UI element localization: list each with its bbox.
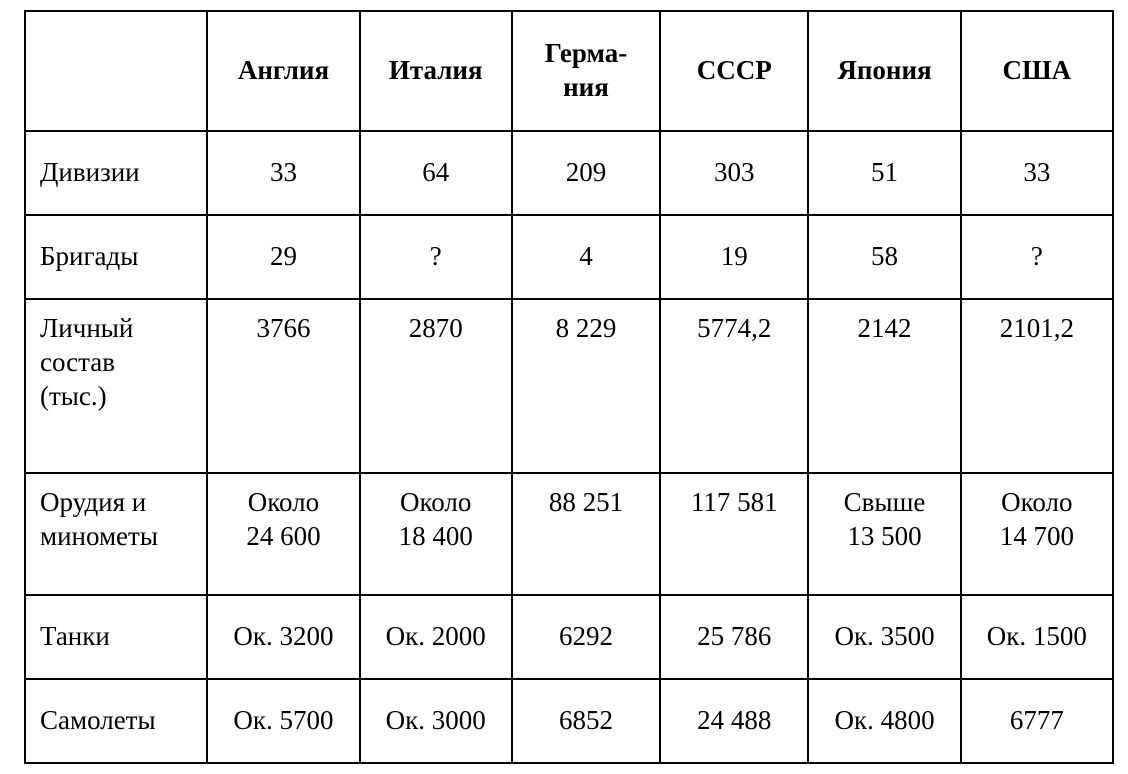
cell-artillery-italy: Около18 400 [360,473,512,595]
header-italy: Италия [360,11,512,131]
row-label-divisions: Дивизии [25,131,207,215]
cell-brigades-italy: ? [360,215,512,299]
cell-brigades-japan: 58 [808,215,960,299]
table-row: Дивизии 33 64 209 303 51 33 [25,131,1113,215]
header-empty [25,11,207,131]
table-row: Танки Ок. 3200 Ок. 2000 6292 25 786 Ок. … [25,595,1113,679]
cell-artillery-japan: Свыше13 500 [808,473,960,595]
cell-personnel-ussr: 5774,2 [660,299,808,473]
cell-artillery-usa: Около14 700 [961,473,1113,595]
header-ussr: СССР [660,11,808,131]
row-label-aircraft: Самолеты [25,679,207,763]
cell-tanks-japan: Ок. 3500 [808,595,960,679]
cell-personnel-italy: 2870 [360,299,512,473]
cell-brigades-ussr: 19 [660,215,808,299]
cell-personnel-japan: 2142 [808,299,960,473]
cell-aircraft-england: Ок. 5700 [207,679,359,763]
cell-divisions-usa: 33 [961,131,1113,215]
cell-personnel-germany: 8 229 [512,299,660,473]
military-table-container: Англия Италия Герма-ния СССР Япония США … [0,0,1128,774]
header-england: Англия [207,11,359,131]
header-usa: США [961,11,1113,131]
cell-tanks-italy: Ок. 2000 [360,595,512,679]
row-label-tanks: Танки [25,595,207,679]
cell-artillery-ussr: 117 581 [660,473,808,595]
cell-artillery-germany: 88 251 [512,473,660,595]
cell-artillery-england: Около24 600 [207,473,359,595]
cell-brigades-germany: 4 [512,215,660,299]
row-label-brigades: Бригады [25,215,207,299]
cell-tanks-ussr: 25 786 [660,595,808,679]
table-header-row: Англия Италия Герма-ния СССР Япония США [25,11,1113,131]
cell-tanks-germany: 6292 [512,595,660,679]
cell-personnel-usa: 2101,2 [961,299,1113,473]
cell-tanks-usa: Ок. 1500 [961,595,1113,679]
cell-aircraft-usa: 6777 [961,679,1113,763]
cell-tanks-england: Ок. 3200 [207,595,359,679]
cell-divisions-germany: 209 [512,131,660,215]
cell-divisions-england: 33 [207,131,359,215]
row-label-personnel: Личныйсостав(тыс.) [25,299,207,473]
table-row: Орудия иминометы Около24 600 Около18 400… [25,473,1113,595]
table-row: Личныйсостав(тыс.) 3766 2870 8 229 5774,… [25,299,1113,473]
cell-aircraft-japan: Ок. 4800 [808,679,960,763]
cell-aircraft-ussr: 24 488 [660,679,808,763]
cell-personnel-england: 3766 [207,299,359,473]
table-row: Бригады 29 ? 4 19 58 ? [25,215,1113,299]
row-label-artillery: Орудия иминометы [25,473,207,595]
header-japan: Япония [808,11,960,131]
military-comparison-table: Англия Италия Герма-ния СССР Япония США … [24,10,1114,764]
cell-brigades-england: 29 [207,215,359,299]
cell-divisions-japan: 51 [808,131,960,215]
header-germany: Герма-ния [512,11,660,131]
table-row: Самолеты Ок. 5700 Ок. 3000 6852 24 488 О… [25,679,1113,763]
cell-aircraft-germany: 6852 [512,679,660,763]
cell-aircraft-italy: Ок. 3000 [360,679,512,763]
cell-divisions-italy: 64 [360,131,512,215]
cell-divisions-ussr: 303 [660,131,808,215]
cell-brigades-usa: ? [961,215,1113,299]
